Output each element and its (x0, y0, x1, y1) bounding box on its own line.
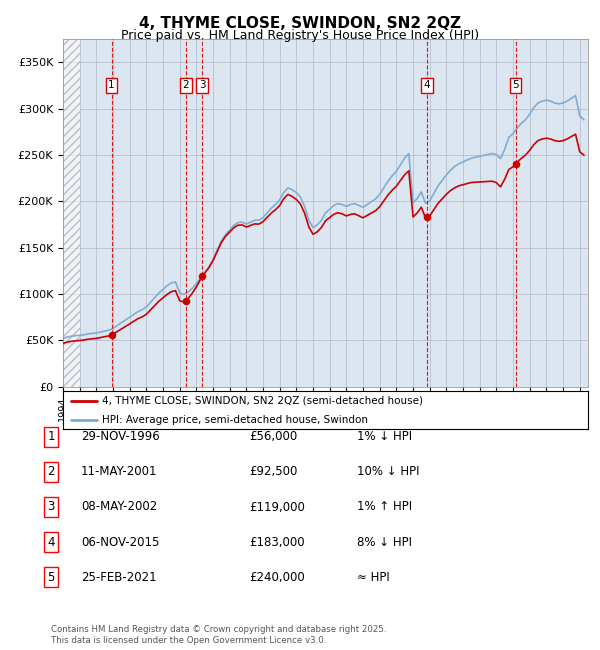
Text: 11-MAY-2001: 11-MAY-2001 (81, 465, 157, 478)
Text: 10% ↓ HPI: 10% ↓ HPI (357, 465, 419, 478)
Text: 1% ↑ HPI: 1% ↑ HPI (357, 500, 412, 514)
Text: 1% ↓ HPI: 1% ↓ HPI (357, 430, 412, 443)
Text: 06-NOV-2015: 06-NOV-2015 (81, 536, 160, 549)
Text: £119,000: £119,000 (249, 500, 305, 514)
Text: 25-FEB-2021: 25-FEB-2021 (81, 571, 157, 584)
Text: 3: 3 (199, 81, 205, 90)
Text: 8% ↓ HPI: 8% ↓ HPI (357, 536, 412, 549)
Text: 29-NOV-1996: 29-NOV-1996 (81, 430, 160, 443)
Text: 4: 4 (47, 536, 55, 549)
Point (107, 330, 116, 340)
Point (422, 212, 432, 222)
Text: Contains HM Land Registry data © Crown copyright and database right 2025.
This d: Contains HM Land Registry data © Crown c… (51, 625, 386, 645)
Point (197, 271, 207, 281)
Text: 08-MAY-2002: 08-MAY-2002 (81, 500, 157, 514)
Text: ≈ HPI: ≈ HPI (357, 571, 390, 584)
Text: 4, THYME CLOSE, SWINDON, SN2 2QZ (semi-detached house): 4, THYME CLOSE, SWINDON, SN2 2QZ (semi-d… (103, 396, 424, 406)
Point (181, 296, 190, 306)
Text: Price paid vs. HM Land Registry's House Price Index (HPI): Price paid vs. HM Land Registry's House … (121, 29, 479, 42)
Text: £92,500: £92,500 (249, 465, 298, 478)
Text: 5: 5 (47, 571, 55, 584)
Text: 5: 5 (512, 81, 519, 90)
Point (511, 159, 520, 170)
Text: £56,000: £56,000 (249, 430, 297, 443)
Text: 1: 1 (47, 430, 55, 443)
Text: 2: 2 (47, 465, 55, 478)
Text: 3: 3 (47, 500, 55, 514)
Text: HPI: Average price, semi-detached house, Swindon: HPI: Average price, semi-detached house,… (103, 415, 368, 424)
Text: 2: 2 (182, 81, 189, 90)
Bar (63, 39, 80, 387)
Text: £240,000: £240,000 (249, 571, 305, 584)
Text: 1: 1 (108, 81, 115, 90)
Text: £183,000: £183,000 (249, 536, 305, 549)
Text: 4, THYME CLOSE, SWINDON, SN2 2QZ: 4, THYME CLOSE, SWINDON, SN2 2QZ (139, 16, 461, 31)
Text: 4: 4 (424, 81, 430, 90)
